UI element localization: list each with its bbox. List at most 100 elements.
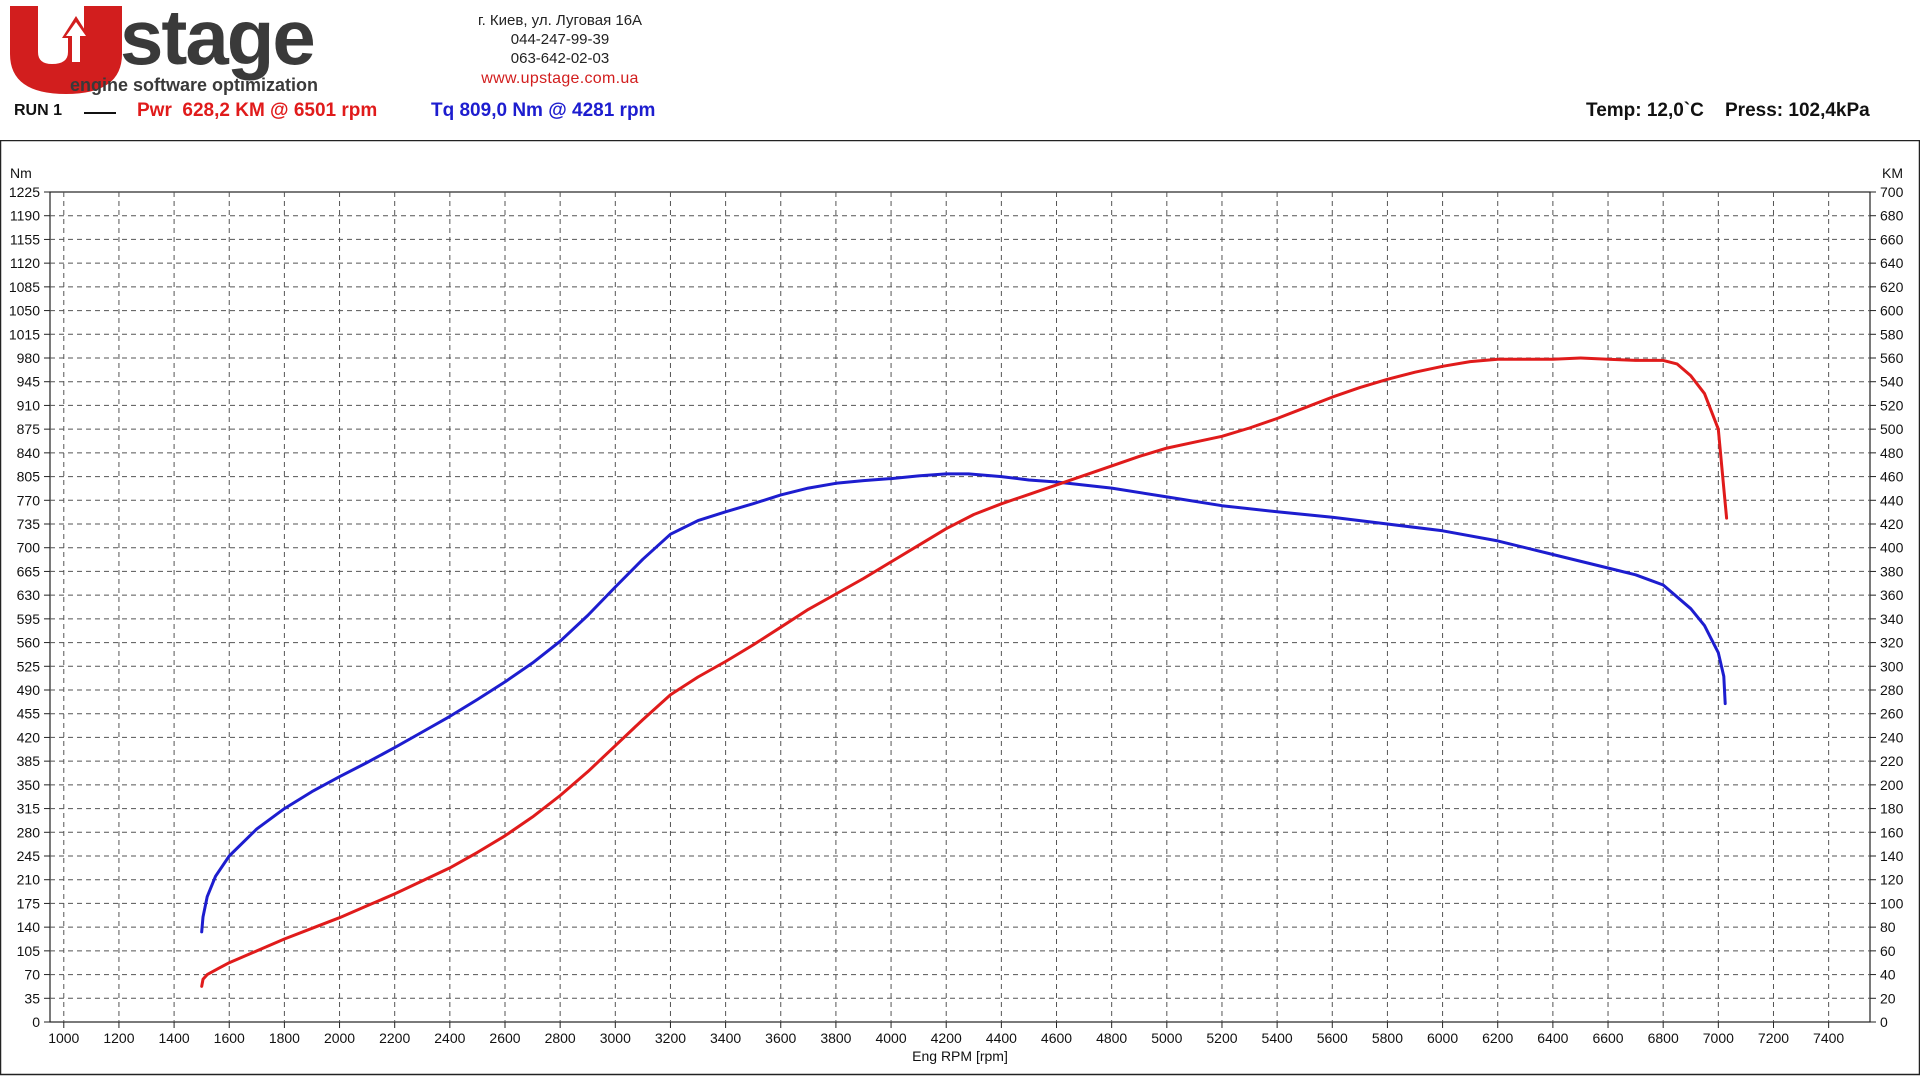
right-tick-label: 80: [1880, 919, 1896, 935]
right-axis-unit: KM: [1882, 165, 1903, 181]
right-tick-label: 100: [1880, 895, 1904, 911]
right-tick-label: 480: [1880, 445, 1904, 461]
x-tick-label: 7400: [1813, 1030, 1844, 1046]
x-tick-label: 6800: [1648, 1030, 1679, 1046]
x-tick-label: 6400: [1537, 1030, 1568, 1046]
left-tick-label: 210: [17, 872, 41, 888]
left-tick-label: 1085: [9, 279, 40, 295]
left-tick-label: 350: [17, 777, 41, 793]
x-tick-label: 5400: [1262, 1030, 1293, 1046]
left-tick-label: 980: [17, 350, 41, 366]
power-curve: [200, 356, 1729, 988]
left-tick-label: 665: [17, 563, 41, 579]
x-tick-label: 1400: [159, 1030, 190, 1046]
left-tick-label: 70: [24, 967, 40, 983]
x-tick-label: 3400: [710, 1030, 741, 1046]
left-tick-label: 910: [17, 397, 41, 413]
x-tick-label: 2800: [545, 1030, 576, 1046]
left-tick-label: 1120: [10, 255, 40, 271]
temperature-readout: Temp: 12,0`C: [1586, 100, 1704, 121]
torque-summary: Tq 809,0 Nm @ 4281 rpm: [431, 100, 656, 121]
left-tick-label: 1015: [9, 326, 40, 342]
run-line-legend: [84, 112, 116, 114]
x-axis-label: Eng RPM [rpm]: [912, 1048, 1008, 1064]
left-tick-label: 805: [17, 469, 41, 485]
x-axis-ticks: 1000 1200 1400 1600 1800 2000 2200 2400 2600 2800…: [48, 1022, 1844, 1046]
left-tick-label: 420: [17, 729, 41, 745]
left-tick-label: 315: [17, 801, 41, 817]
logo-up-arrow-icon: [66, 22, 86, 62]
website-link[interactable]: www.upstage.com.ua: [481, 70, 639, 87]
left-tick-label: 385: [17, 753, 41, 769]
right-tick-label: 600: [1880, 303, 1904, 319]
left-tick-label: 770: [17, 492, 41, 508]
x-tick-label: 1800: [269, 1030, 300, 1046]
right-tick-label: 360: [1880, 587, 1904, 603]
left-tick-label: 245: [17, 848, 41, 864]
x-tick-label: 6200: [1482, 1030, 1513, 1046]
x-tick-label: 1200: [103, 1030, 134, 1046]
x-tick-label: 3600: [765, 1030, 796, 1046]
right-tick-label: 500: [1880, 421, 1904, 437]
grid: [49, 191, 1871, 1023]
logo-tagline: engine software optimization: [70, 75, 318, 95]
left-tick-label: 875: [17, 421, 41, 437]
right-tick-label: 60: [1880, 943, 1896, 959]
x-tick-label: 6000: [1427, 1030, 1458, 1046]
dyno-chart-svg: 0 35 70 105 140 175 210 245 280 315 350 385 420 455 49…: [0, 140, 1920, 1076]
left-tick-label: 630: [17, 587, 41, 603]
right-tick-label: 260: [1880, 706, 1904, 722]
left-tick-label: 0: [32, 1014, 40, 1030]
right-tick-label: 300: [1880, 658, 1904, 674]
right-tick-label: 540: [1880, 374, 1904, 390]
left-tick-label: 105: [17, 943, 41, 959]
x-tick-label: 6600: [1592, 1030, 1623, 1046]
left-tick-label: 140: [17, 919, 41, 935]
right-tick-label: 200: [1880, 777, 1904, 793]
torque-curve: [200, 472, 1727, 934]
x-tick-label: 2600: [489, 1030, 520, 1046]
left-tick-label: 945: [17, 374, 41, 390]
x-tick-label: 4600: [1041, 1030, 1072, 1046]
left-tick-label: 175: [17, 895, 41, 911]
left-tick-label: 525: [17, 658, 41, 674]
left-tick-label: 560: [17, 635, 41, 651]
x-tick-label: 4800: [1096, 1030, 1127, 1046]
left-tick-label: 1190: [10, 208, 40, 224]
right-tick-label: 660: [1880, 231, 1904, 247]
upstage-logo: stage engine software optimization: [10, 2, 318, 95]
x-tick-label: 4400: [986, 1030, 1017, 1046]
right-tick-label: 460: [1880, 469, 1904, 485]
right-tick-label: 640: [1880, 255, 1904, 271]
left-tick-label: 35: [24, 990, 40, 1006]
right-tick-label: 220: [1880, 753, 1904, 769]
right-tick-label: 40: [1880, 967, 1896, 983]
right-tick-label: 520: [1880, 397, 1904, 413]
x-tick-label: 3200: [655, 1030, 686, 1046]
right-tick-label: 700: [1880, 184, 1904, 200]
left-tick-label: 700: [17, 540, 41, 556]
left-tick-label: 1225: [9, 184, 40, 200]
right-tick-label: 680: [1880, 208, 1904, 224]
left-tick-label: 1050: [9, 303, 40, 319]
plot-area: [49, 191, 1871, 1023]
right-tick-label: 320: [1880, 635, 1904, 651]
x-tick-label: 4000: [875, 1030, 906, 1046]
run-label: RUN 1: [14, 102, 63, 119]
left-tick-label: 595: [17, 611, 41, 627]
x-tick-label: 7200: [1758, 1030, 1789, 1046]
x-tick-label: 7000: [1703, 1030, 1734, 1046]
x-tick-label: 2000: [324, 1030, 355, 1046]
left-tick-label: 490: [17, 682, 41, 698]
series: [200, 356, 1729, 988]
x-tick-label: 2200: [379, 1030, 410, 1046]
left-tick-label: 280: [17, 824, 41, 840]
right-tick-label: 420: [1880, 516, 1904, 532]
left-tick-label: 1155: [10, 231, 40, 247]
left-tick-label: 735: [17, 516, 41, 532]
right-tick-label: 380: [1880, 563, 1904, 579]
x-tick-label: 3800: [820, 1030, 851, 1046]
left-axis-unit: Nm: [10, 165, 32, 181]
right-tick-label: 20: [1880, 990, 1896, 1006]
left-tick-label: 455: [17, 706, 41, 722]
